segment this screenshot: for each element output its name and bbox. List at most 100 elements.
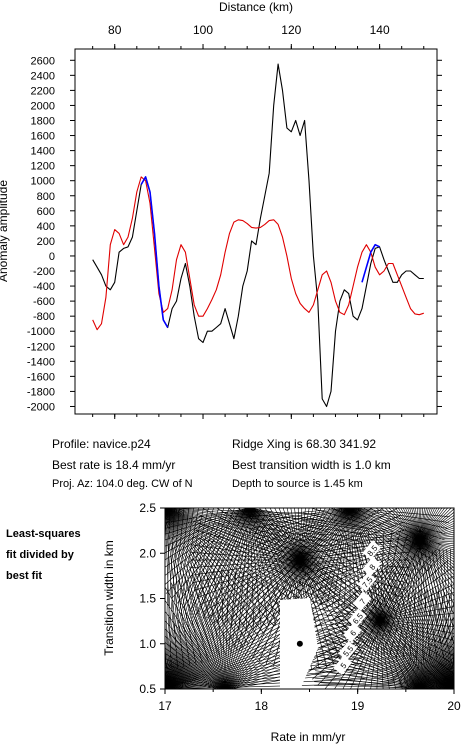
contour-line [249,508,269,627]
contour-line [309,508,351,600]
contour-line [302,573,381,621]
contour-x-ticks: 17 18 19 20 [158,689,461,713]
contour-label: 7 [352,591,372,611]
contour-line [323,549,381,621]
contour-line [209,508,251,622]
contour-line [415,508,421,541]
contour-line [216,508,301,561]
contour-line [165,508,274,626]
profile-y-tick-label: 1800 [31,115,55,127]
contour-line [258,559,301,663]
contour-line [215,559,301,631]
contour-line [192,559,301,584]
contour-line [379,540,423,621]
contour-line [303,512,421,541]
contour-line [176,508,251,604]
contour-line [400,590,421,689]
contour-line [379,619,436,689]
contour-line [165,508,225,689]
contour-y-tick-label: 0.5 [139,682,156,696]
contour-line [419,508,431,541]
profile-y-tick-label: -1800 [27,386,55,398]
contour-line [165,678,365,689]
contour-line [397,508,421,541]
ridge-crossing: Ridge Xing is 68.30 341.92 [232,437,377,451]
contour-line [165,508,180,689]
contour-line [391,508,421,541]
contour-line [357,619,381,689]
contour-label-box [362,556,382,577]
contour-line [199,559,301,606]
contour-line [268,508,351,567]
contour-line [165,508,215,661]
contour-line [264,508,301,561]
profile-y-tick-label: -800 [33,311,55,323]
contour-line [183,508,251,608]
contour-y-tick-label: 2.5 [139,501,156,515]
contour-line [379,530,393,621]
contour-line [337,540,381,621]
contour-line [165,653,224,689]
contour-line [223,508,251,626]
contour-line [418,508,421,541]
contour-line [165,657,363,689]
contour-line [390,564,454,689]
contour-line [232,559,301,647]
contour-line [419,522,454,541]
contour-lines [165,508,454,689]
contour-line [274,508,301,561]
profile-series-line-2 [140,176,169,328]
contour-line [370,619,381,689]
contour-line [419,602,454,689]
contour-line [419,539,454,572]
contour-line [165,508,172,668]
contour-line [309,539,421,587]
contour-line [302,619,381,667]
contour-label: 5 [333,655,353,675]
profile-series-line-1 [92,176,424,331]
contour-line [165,508,251,535]
contour-line [396,560,454,689]
contour-line [165,508,178,668]
contour-line [191,574,226,689]
contour-line [165,508,191,667]
profile-x-tick-label: 120 [281,23,301,37]
contour-line [419,634,454,689]
contour-line [191,559,301,576]
contour-line [165,647,225,689]
contour-line [165,621,354,689]
contour-line [252,508,301,561]
contour-line [419,539,454,569]
contour-line [299,559,342,663]
contour-line [419,626,454,689]
contour-label-text: 8 [368,562,378,572]
contour-line [278,508,301,561]
contour-line [419,539,454,558]
contour-y-tick-label: 1.0 [139,637,156,651]
contour-line [306,539,421,581]
anomaly-profile-chart: 80 100 120 140 -2000-1800-1600-1400-1200-10… [0,0,442,419]
contour-line [165,658,224,689]
contour-line [299,508,373,561]
contour-line [255,508,351,541]
contour-line [303,539,421,568]
contour-line [419,590,440,689]
contour-line [210,559,301,625]
contour-line [165,508,283,617]
contour-line [224,570,230,689]
contour-line [419,660,454,689]
contour-line [165,508,251,529]
contour-line [170,582,225,689]
profile-name: Profile: navice.p24 [52,437,151,451]
contour-line [249,508,369,530]
contour-line [165,635,225,689]
contour-line [419,508,449,541]
profile-series [92,63,424,408]
profile-y-tick-label: -200 [33,266,55,278]
contour-line [419,508,422,541]
contour-line [304,539,421,575]
contour-line [165,571,327,689]
contour-line [331,508,351,607]
contour-line [379,554,443,621]
contour-line [419,508,446,541]
